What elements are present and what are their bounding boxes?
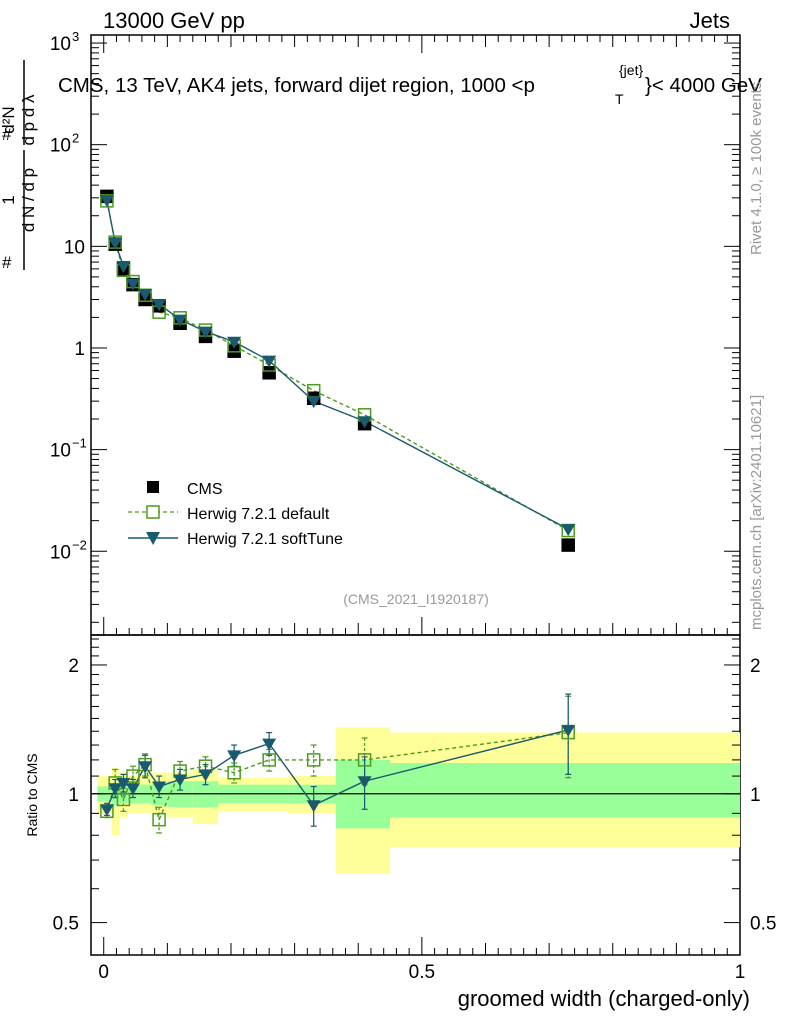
y-tick-label: 10 [50, 542, 71, 563]
svg-text:d²N: d²N [0, 106, 18, 133]
ratio-uncertainty-bands [91, 727, 740, 874]
herwig-softtune-ratio-point [262, 738, 277, 751]
ratio-y-tick-label-right: 2 [750, 656, 761, 677]
herwig-softtune-point [227, 336, 242, 349]
process-label: 13000 GeV pp [103, 8, 245, 33]
herwig-default-ratio-point [116, 792, 131, 807]
herwig-softtune-point [125, 278, 140, 291]
ratio-y-tick-label: 2 [68, 656, 79, 677]
y-axis-label: d N / d p 1 d p d λ d²N # # [0, 60, 38, 272]
herwig-default-ratio-point [357, 753, 372, 767]
herwig-softtune-ratio-point [152, 781, 167, 794]
legend: CMS Herwig 7.2.1 default Herwig 7.2.1 so… [128, 481, 343, 548]
x-tick-label: 1 [735, 962, 746, 983]
plot-title: CMS, 13 TeV, AK4 jets, forward dijet reg… [58, 74, 535, 97]
herwig-softtune-ratio-point [227, 750, 242, 763]
plot-title-sub: T [615, 91, 624, 107]
cms-point [262, 366, 276, 380]
herwig-softtune-ratio-point [99, 804, 114, 817]
herwig-softtune-point [99, 195, 114, 208]
herwig-softtune-point [198, 326, 213, 339]
svg-text:d N / d p: d N / d p [19, 168, 38, 232]
plot-title-sup: {jet} [619, 62, 643, 78]
legend-label-herwig-default: Herwig 7.2.1 default [187, 506, 330, 523]
herwig-softtune-point [173, 314, 188, 327]
herwig-softtune-ratio-point [357, 776, 372, 789]
herwig-softtune-ratio-point [306, 800, 321, 813]
plot-title-main: CMS, 13 TeV, AK4 jets, forward dijet reg… [58, 74, 535, 97]
herwig-softtune-point [152, 299, 167, 312]
band-inner-12 [390, 763, 740, 818]
y-tick-label-exp: 3 [72, 29, 79, 44]
herwig-default-ratio-point [227, 765, 241, 780]
herwig-softtune-ratio-point [125, 783, 140, 796]
svg-text:#: # [2, 253, 12, 272]
y-tick-label: 10 [64, 237, 85, 258]
x-tick-label: 0.5 [409, 962, 435, 983]
herwig-default-ratio-point [152, 812, 166, 827]
herwig-default-ratio-point [306, 753, 321, 767]
herwig-default-ratio-point [126, 769, 140, 783]
mcplots-credit: mcplots.cern.ch [arXiv:2401.10621] [748, 395, 765, 630]
herwig-default-line [106, 200, 569, 532]
ratio-y-tick-label: 0.5 [53, 914, 79, 935]
ratio-y-tick-label: 1 [68, 785, 79, 806]
cms-point [561, 538, 575, 552]
herwig-softtune-ratio-point [108, 783, 123, 796]
legend-marker-cms [147, 481, 159, 493]
svg-text:#: # [2, 125, 12, 144]
main-series [99, 189, 576, 552]
y-tick-label-exp: −2 [72, 537, 87, 552]
herwig-softtune-ratio-point [116, 777, 131, 790]
y-tick-label-exp: −1 [72, 436, 87, 451]
herwig-softtune-point [138, 288, 153, 301]
herwig-softtune-line [106, 199, 569, 530]
herwig-softtune-ratio-point [198, 769, 213, 782]
herwig-softtune-point [561, 524, 576, 537]
plot-title-end: }< 4000 GeV [645, 74, 762, 97]
y-tick-label-exp: 2 [72, 131, 79, 146]
svg-text:d p d λ: d p d λ [19, 94, 38, 146]
category-label: Jets [690, 8, 730, 33]
legend-label-herwig-softtune: Herwig 7.2.1 softTune [187, 531, 343, 548]
herwig-softtune-point [262, 355, 277, 368]
legend-marker-herwig-default [146, 505, 160, 519]
y-tick-label: 10 [50, 441, 71, 462]
ratio-y-tick-label-right: 1 [750, 785, 761, 806]
analysis-id: (CMS_2021_I1920187) [343, 591, 489, 607]
herwig-softtune-ratio-point [561, 724, 576, 737]
x-axis-label: groomed width (charged-only) [458, 986, 750, 1011]
y-tick-label: 10 [50, 34, 71, 55]
ratio-y-tick-label-right: 0.5 [750, 914, 776, 935]
y-tick-label: 10 [50, 136, 71, 157]
herwig-softtune-ratio-point [138, 761, 153, 774]
herwig-softtune-point [108, 237, 123, 250]
y-tick-label: 1 [74, 339, 85, 360]
legend-label-cms: CMS [187, 481, 223, 498]
svg-text:1: 1 [0, 195, 18, 204]
x-tick-label: 0 [98, 962, 109, 983]
herwig-default-ratio-point [262, 753, 276, 767]
ratio-series [99, 693, 576, 834]
herwig-softtune-point [116, 261, 131, 274]
herwig-softtune-ratio-point [173, 774, 188, 787]
legend-marker-herwig-softtune [146, 532, 160, 545]
ratio-y-label: Ratio to CMS [24, 753, 40, 836]
herwig-softtune-point [357, 416, 372, 429]
herwig-softtune-point [306, 396, 321, 409]
rivet-credit: Rivet 4.1.0, ≥ 100k events [748, 82, 765, 255]
